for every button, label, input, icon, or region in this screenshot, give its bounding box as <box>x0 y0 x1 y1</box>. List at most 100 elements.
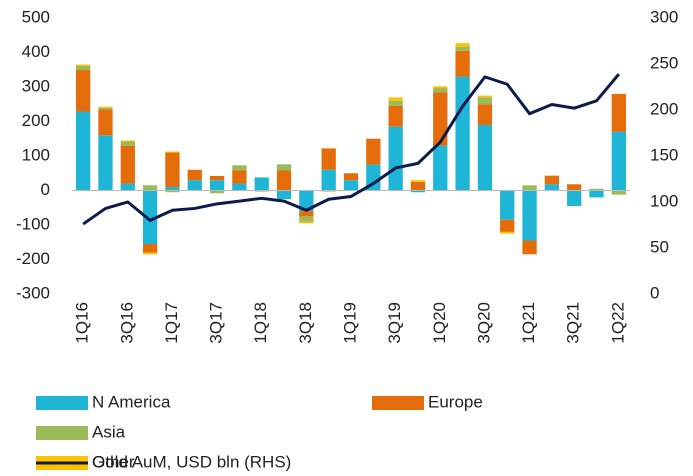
bar-segment <box>544 175 560 185</box>
bar-segment <box>477 104 493 125</box>
bar-segment <box>98 107 113 110</box>
y-tick-label: 500 <box>22 7 50 26</box>
bar-segment <box>120 141 135 146</box>
bar-segment <box>209 180 225 191</box>
bar-segment <box>98 106 113 108</box>
y2-tick-label: 300 <box>650 7 678 26</box>
bar-segment <box>589 188 604 191</box>
bar-segment <box>500 231 515 234</box>
bar-segment <box>433 92 448 146</box>
bar-segment <box>544 184 560 191</box>
bar-segment <box>299 211 314 217</box>
bar-segment <box>76 65 91 71</box>
bar-segment <box>299 190 314 212</box>
y-tick-label: 200 <box>22 111 50 130</box>
bar-segment <box>165 151 180 153</box>
bar-segment <box>299 221 314 224</box>
legend-swatch <box>36 396 88 410</box>
bar-segment <box>232 183 247 191</box>
bar-segment <box>455 76 470 191</box>
y2-tick-label: 150 <box>650 145 678 164</box>
bar-segment <box>522 190 537 241</box>
bar-segment <box>477 124 493 191</box>
bar-segment <box>276 164 292 171</box>
x-tick-label: 3Q18 <box>296 302 315 344</box>
legend-label: Gold AuM, USD bln (RHS) <box>92 452 291 471</box>
y-tick-label: 0 <box>41 180 50 199</box>
bar-segment <box>276 190 292 200</box>
y2-tick-label: 0 <box>650 283 659 302</box>
y2-tick-label: 50 <box>650 237 669 256</box>
bar-segment <box>76 70 91 112</box>
bar-segment <box>567 184 582 191</box>
legend-label: N America <box>92 392 171 411</box>
x-tick-label: 3Q17 <box>207 302 226 344</box>
bar-segment <box>477 95 493 98</box>
bar-segment <box>388 97 403 101</box>
x-tick-label: 1Q16 <box>73 302 92 344</box>
x-tick-label: 3Q16 <box>117 302 136 344</box>
y-tick-label: 400 <box>22 42 50 61</box>
bar-segment <box>187 180 202 191</box>
bar-segment <box>321 148 336 170</box>
x-tick-label: 3Q19 <box>385 302 404 344</box>
y-tick-label: -200 <box>16 249 50 268</box>
bar-segment <box>187 169 202 181</box>
bar-segment <box>455 43 470 47</box>
bar-segment <box>276 170 292 191</box>
bar-segment <box>321 169 336 191</box>
y2-tick-label: 100 <box>650 191 678 210</box>
bar-segment <box>410 181 426 191</box>
bar-segment <box>343 180 359 191</box>
bar-segment <box>165 152 180 188</box>
bar-segment <box>455 50 470 77</box>
x-tick-label: 1Q20 <box>430 302 449 344</box>
y-tick-label: 100 <box>22 145 50 164</box>
bar-segment <box>98 109 113 136</box>
legend-label: Europe <box>428 392 483 411</box>
bar-segment <box>611 131 626 191</box>
bar-segment <box>366 138 381 165</box>
y2-tick-label: 200 <box>650 99 678 118</box>
bar-segment <box>209 176 225 181</box>
bar-segment <box>589 190 604 198</box>
bar-segment <box>120 140 135 142</box>
y-tick-label: 300 <box>22 76 50 95</box>
x-tick-label: 3Q21 <box>564 302 583 344</box>
bar-segment <box>142 252 158 255</box>
y2-tick-label: 250 <box>650 53 678 72</box>
bar-segment <box>500 190 515 220</box>
bar-segment <box>522 185 537 191</box>
bar-segment <box>120 183 135 191</box>
bar-segment <box>209 190 225 194</box>
bar-segment <box>232 170 247 184</box>
legend-swatch <box>36 426 88 440</box>
legend-label: Other <box>92 452 135 471</box>
bar-segment <box>611 93 626 132</box>
bar-segment <box>165 187 180 191</box>
x-tick-label: 1Q22 <box>608 302 627 344</box>
bar-segment <box>254 190 269 192</box>
bar-segment <box>433 88 448 93</box>
bar-segment <box>343 173 359 181</box>
x-tick-label: 1Q17 <box>162 302 181 344</box>
bar-segment <box>232 165 247 171</box>
y-tick-label: -100 <box>16 214 50 233</box>
bar-segment <box>98 135 113 191</box>
bar-segment <box>388 105 403 127</box>
bar-segment <box>455 46 470 51</box>
bar-segment <box>254 177 269 191</box>
y-tick-label: -300 <box>16 283 50 302</box>
bar-segment <box>433 145 448 191</box>
bar-segment <box>410 180 426 182</box>
legend-swatch <box>372 396 424 410</box>
bar-segment <box>388 100 403 106</box>
bar-segment <box>388 126 403 191</box>
x-tick-label: 1Q18 <box>251 302 270 344</box>
bar-segment <box>433 86 448 89</box>
x-tick-label: 1Q21 <box>519 302 538 344</box>
bar-segment <box>611 190 626 195</box>
bar-segment <box>410 190 426 193</box>
bar-segment <box>142 190 158 244</box>
